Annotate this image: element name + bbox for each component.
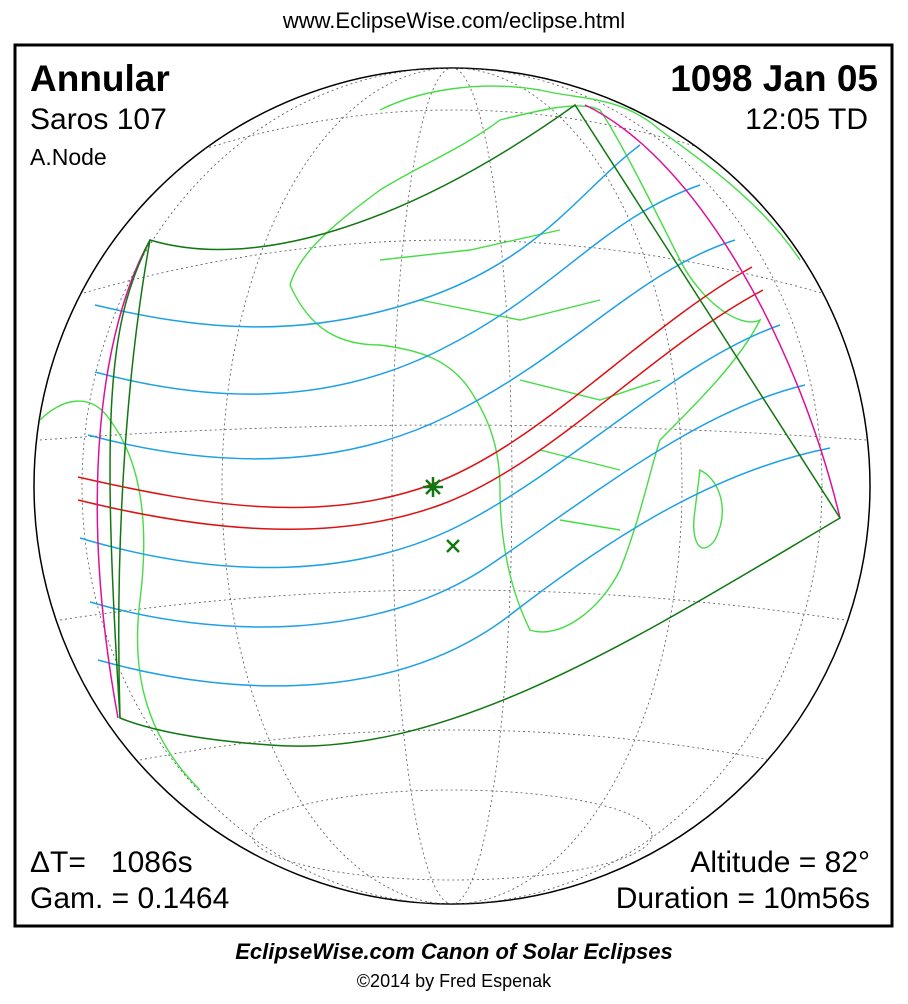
south-america bbox=[39, 400, 201, 791]
duration: Duration = 10m56s bbox=[615, 882, 870, 915]
gamma: Gam. = 0.1464 bbox=[30, 882, 230, 915]
date: 1098 Jan 05 bbox=[670, 58, 878, 99]
contour-line bbox=[87, 239, 736, 460]
contour-line bbox=[94, 184, 701, 395]
rise-set-line bbox=[96, 239, 151, 719]
meridian bbox=[391, 68, 513, 904]
altitude: Altitude = 82° bbox=[690, 846, 870, 879]
graticule bbox=[39, 68, 867, 904]
delta-t: ΔT= 1086s bbox=[30, 846, 193, 879]
meridian bbox=[81, 68, 823, 904]
borders bbox=[379, 229, 661, 531]
meridian bbox=[221, 68, 683, 904]
contour-line bbox=[94, 144, 641, 328]
africa bbox=[289, 105, 762, 633]
footer-title: EclipseWise.com Canon of Solar Eclipses bbox=[235, 939, 673, 964]
node: A.Node bbox=[30, 144, 107, 170]
penumbra-limit bbox=[118, 103, 842, 747]
parallel bbox=[119, 109, 791, 181]
eclipse-type: Annular bbox=[30, 58, 170, 99]
penumbra-limit bbox=[109, 239, 151, 719]
madagascar bbox=[693, 468, 723, 549]
eclipse-path bbox=[77, 103, 842, 747]
greatest-eclipse bbox=[423, 477, 443, 497]
parallel bbox=[251, 789, 653, 881]
contour-line bbox=[97, 447, 831, 687]
rise-set-line bbox=[584, 104, 841, 519]
greatest-duration bbox=[446, 539, 460, 553]
contour-line bbox=[79, 324, 781, 569]
time: 12:05 TD bbox=[745, 103, 868, 136]
frame bbox=[13, 43, 894, 928]
parallel bbox=[59, 239, 846, 301]
parallel bbox=[139, 729, 771, 761]
central-limit bbox=[77, 289, 764, 530]
europe-asia bbox=[379, 85, 801, 261]
coastlines bbox=[39, 85, 801, 791]
footer-credit: ©2014 by Fred Espenak bbox=[356, 971, 552, 991]
contour-line bbox=[89, 384, 806, 628]
url: www.EclipseWise.com/eclipse.html bbox=[282, 8, 626, 33]
saros: Saros 107 bbox=[30, 103, 167, 136]
globe bbox=[33, 67, 871, 905]
